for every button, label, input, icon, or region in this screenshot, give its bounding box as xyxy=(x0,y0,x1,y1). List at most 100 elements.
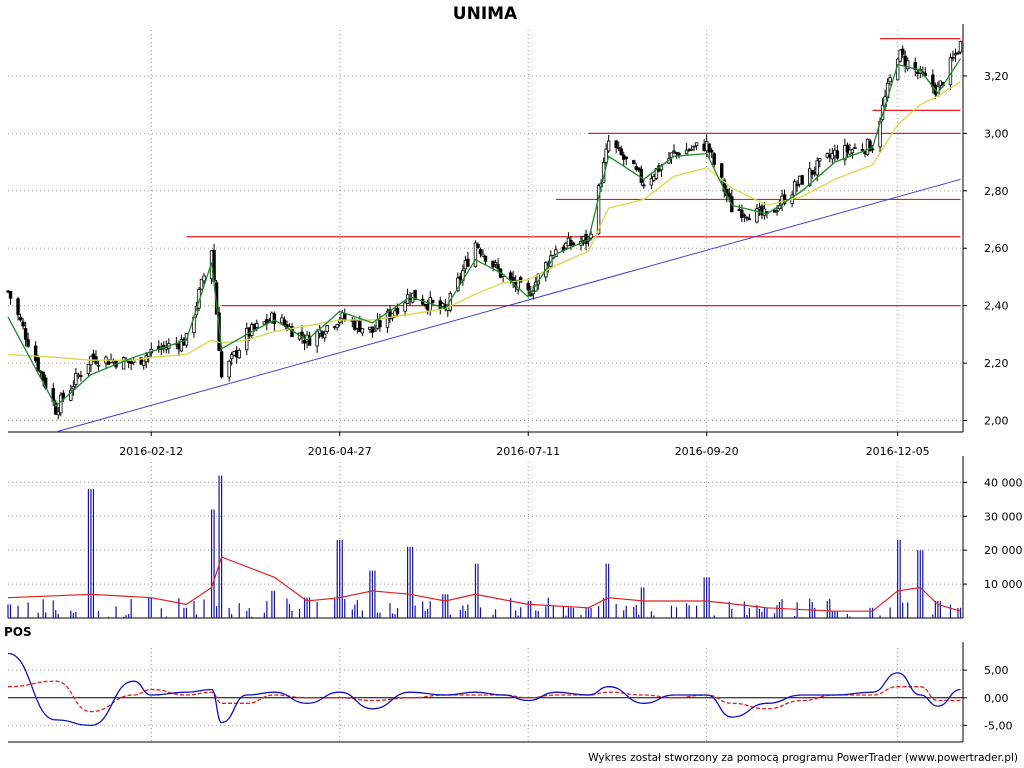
candle-body xyxy=(649,178,654,186)
candle-body xyxy=(229,354,234,360)
candle-body xyxy=(413,289,417,300)
candle-body xyxy=(775,210,779,213)
volume-ma-line xyxy=(7,556,961,612)
candle-body xyxy=(614,140,618,149)
candle-body xyxy=(868,140,872,152)
candle-body xyxy=(473,242,478,268)
candle-body xyxy=(632,160,636,165)
candle-body xyxy=(843,144,847,161)
volume-ma-path xyxy=(7,556,961,612)
candle-body xyxy=(712,153,716,165)
candle-body xyxy=(853,147,857,149)
date-tick-label: 2016-04-27 xyxy=(308,445,372,458)
candle-body xyxy=(672,150,676,153)
volume-tick-label: 20 000 xyxy=(984,544,1023,557)
candle-body xyxy=(531,290,535,295)
candle-body xyxy=(74,372,78,385)
candle-body xyxy=(845,144,850,153)
candle-body xyxy=(654,168,659,179)
candle-body xyxy=(23,328,28,340)
candle-body xyxy=(71,386,76,390)
price-tick-label: 2,00 xyxy=(984,415,1009,428)
candle-body xyxy=(807,168,812,187)
trendline xyxy=(55,178,961,433)
candle-body xyxy=(373,329,377,332)
date-tick-label: 2016-07-11 xyxy=(496,445,560,458)
candle-body xyxy=(370,326,375,333)
candle-body xyxy=(456,277,460,292)
candle-body xyxy=(616,146,621,149)
candle-body xyxy=(755,208,759,223)
candle-body xyxy=(898,49,902,62)
candle-body xyxy=(41,371,45,381)
price-tick-label: 2,20 xyxy=(984,357,1009,370)
pos-tick-label: 0,00 xyxy=(984,692,1009,705)
candle-body xyxy=(121,357,126,370)
candle-body xyxy=(604,148,608,163)
candle-body xyxy=(694,142,699,146)
price-grid xyxy=(8,24,964,433)
pos-tick-label: 5,00 xyxy=(984,664,1009,677)
date-tick-label: 2016-12-05 xyxy=(866,445,930,458)
moving-average-short xyxy=(7,58,962,408)
footer-credit: Wykres został stworzony za pomocą progra… xyxy=(588,752,1018,764)
candle-body xyxy=(478,249,483,255)
candle-body xyxy=(307,335,312,346)
moving-average-long xyxy=(7,81,961,361)
candle-body xyxy=(325,325,329,332)
price-tick-label: 2,80 xyxy=(984,185,1009,198)
candle-body xyxy=(79,375,83,378)
chart-title: UNIMA xyxy=(453,4,518,24)
candle-body xyxy=(237,350,241,359)
candle-body xyxy=(727,193,731,198)
candle-body xyxy=(948,57,953,86)
moving-averages xyxy=(7,58,962,408)
candle-body xyxy=(906,60,910,70)
candle-body xyxy=(953,53,958,56)
candle-body xyxy=(720,163,724,178)
candle-body xyxy=(8,291,13,299)
candle-body xyxy=(835,150,840,159)
candle-body xyxy=(606,140,611,152)
candle-body xyxy=(385,310,390,328)
candle-body xyxy=(378,320,382,328)
pos-lines xyxy=(7,652,961,727)
candle-body xyxy=(496,264,500,270)
candle-body xyxy=(54,402,58,415)
candle-body xyxy=(642,184,646,187)
candle-body xyxy=(142,360,146,366)
volume-tick-label: 10 000 xyxy=(984,578,1023,591)
candle-body xyxy=(282,319,287,326)
support-resistance-lines xyxy=(186,38,961,307)
candle-body xyxy=(596,185,601,235)
candle-body xyxy=(56,411,60,416)
candle-body xyxy=(850,149,855,154)
candle-body xyxy=(639,168,644,183)
candle-body xyxy=(692,145,696,148)
date-axis: 2016-02-12 2016-04-27 2016-07-11 2016-09-20… xyxy=(119,432,930,458)
candle-body xyxy=(96,364,101,367)
candle-body xyxy=(493,262,498,265)
candle-body xyxy=(91,353,96,359)
candle-body xyxy=(343,313,347,321)
candle-body xyxy=(335,324,339,329)
candle-body xyxy=(360,328,365,334)
candle-body xyxy=(951,56,955,59)
candle-body xyxy=(742,214,747,217)
candle-body xyxy=(255,323,259,328)
volume-bars xyxy=(7,475,962,618)
candle-body xyxy=(740,209,744,218)
candle-body xyxy=(36,357,40,371)
date-tick-label: 2016-02-12 xyxy=(119,445,183,458)
price-tick-label: 2,60 xyxy=(984,242,1009,255)
candle-body xyxy=(26,339,30,347)
candle-body xyxy=(508,272,513,280)
pos-panel-title: POS xyxy=(4,625,32,639)
candle-body xyxy=(69,389,73,401)
candle-body xyxy=(795,184,799,187)
candle-body xyxy=(870,148,875,151)
candle-body xyxy=(358,320,362,333)
candle-body xyxy=(21,321,25,327)
candle-body xyxy=(709,149,714,153)
